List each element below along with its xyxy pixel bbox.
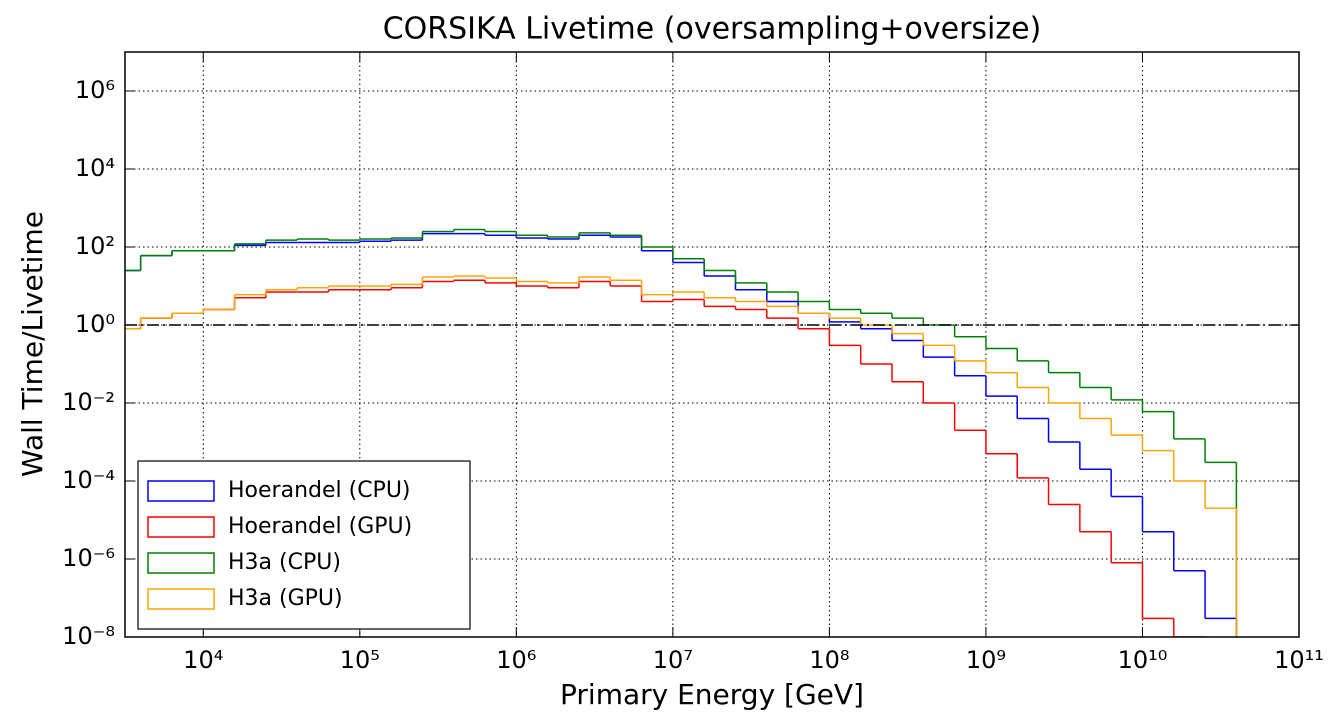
y-tick-label: 10⁻⁴ — [62, 466, 115, 494]
legend-label: H3a (GPU) — [228, 586, 343, 611]
y-tick-label: 10² — [75, 232, 115, 260]
x-tick-label: 10⁸ — [809, 646, 849, 674]
x-tick-label: 10¹⁰ — [1118, 646, 1168, 674]
legend-swatch — [147, 588, 215, 610]
x-tick-label: 10⁹ — [966, 646, 1006, 674]
legend-label: Hoerandel (CPU) — [228, 478, 411, 503]
y-tick-label: 10⁴ — [75, 154, 115, 182]
legend-label: Hoerandel (GPU) — [228, 514, 412, 539]
y-tick-label: 10⁻⁸ — [62, 622, 115, 650]
y-tick-label: 10⁰ — [75, 310, 115, 338]
y-tick-label: 10⁶ — [75, 76, 115, 104]
y-tick-label: 10⁻² — [62, 388, 115, 416]
x-tick-label: 10⁵ — [340, 646, 380, 674]
x-tick-label: 10⁴ — [183, 646, 223, 674]
plot-area — [125, 228, 1299, 637]
legend-box — [137, 460, 471, 630]
y-axis-label: Wall Time/Livetime — [16, 211, 49, 477]
chart-title: CORSIKA Livetime (oversampling+oversize) — [383, 12, 1042, 47]
legend-label: H3a (CPU) — [228, 550, 341, 575]
axes-frame — [124, 51, 1300, 638]
x-axis-label: Primary Energy [GeV] — [560, 678, 864, 711]
x-tick-label: 10⁶ — [496, 646, 536, 674]
y-tick-label: 10⁻⁶ — [62, 544, 115, 572]
x-tick-label: 10⁷ — [653, 646, 693, 674]
x-tick-label: 10¹¹ — [1274, 646, 1324, 674]
legend-swatch — [147, 480, 215, 502]
legend-swatch — [147, 552, 215, 574]
legend-swatch — [147, 516, 215, 538]
